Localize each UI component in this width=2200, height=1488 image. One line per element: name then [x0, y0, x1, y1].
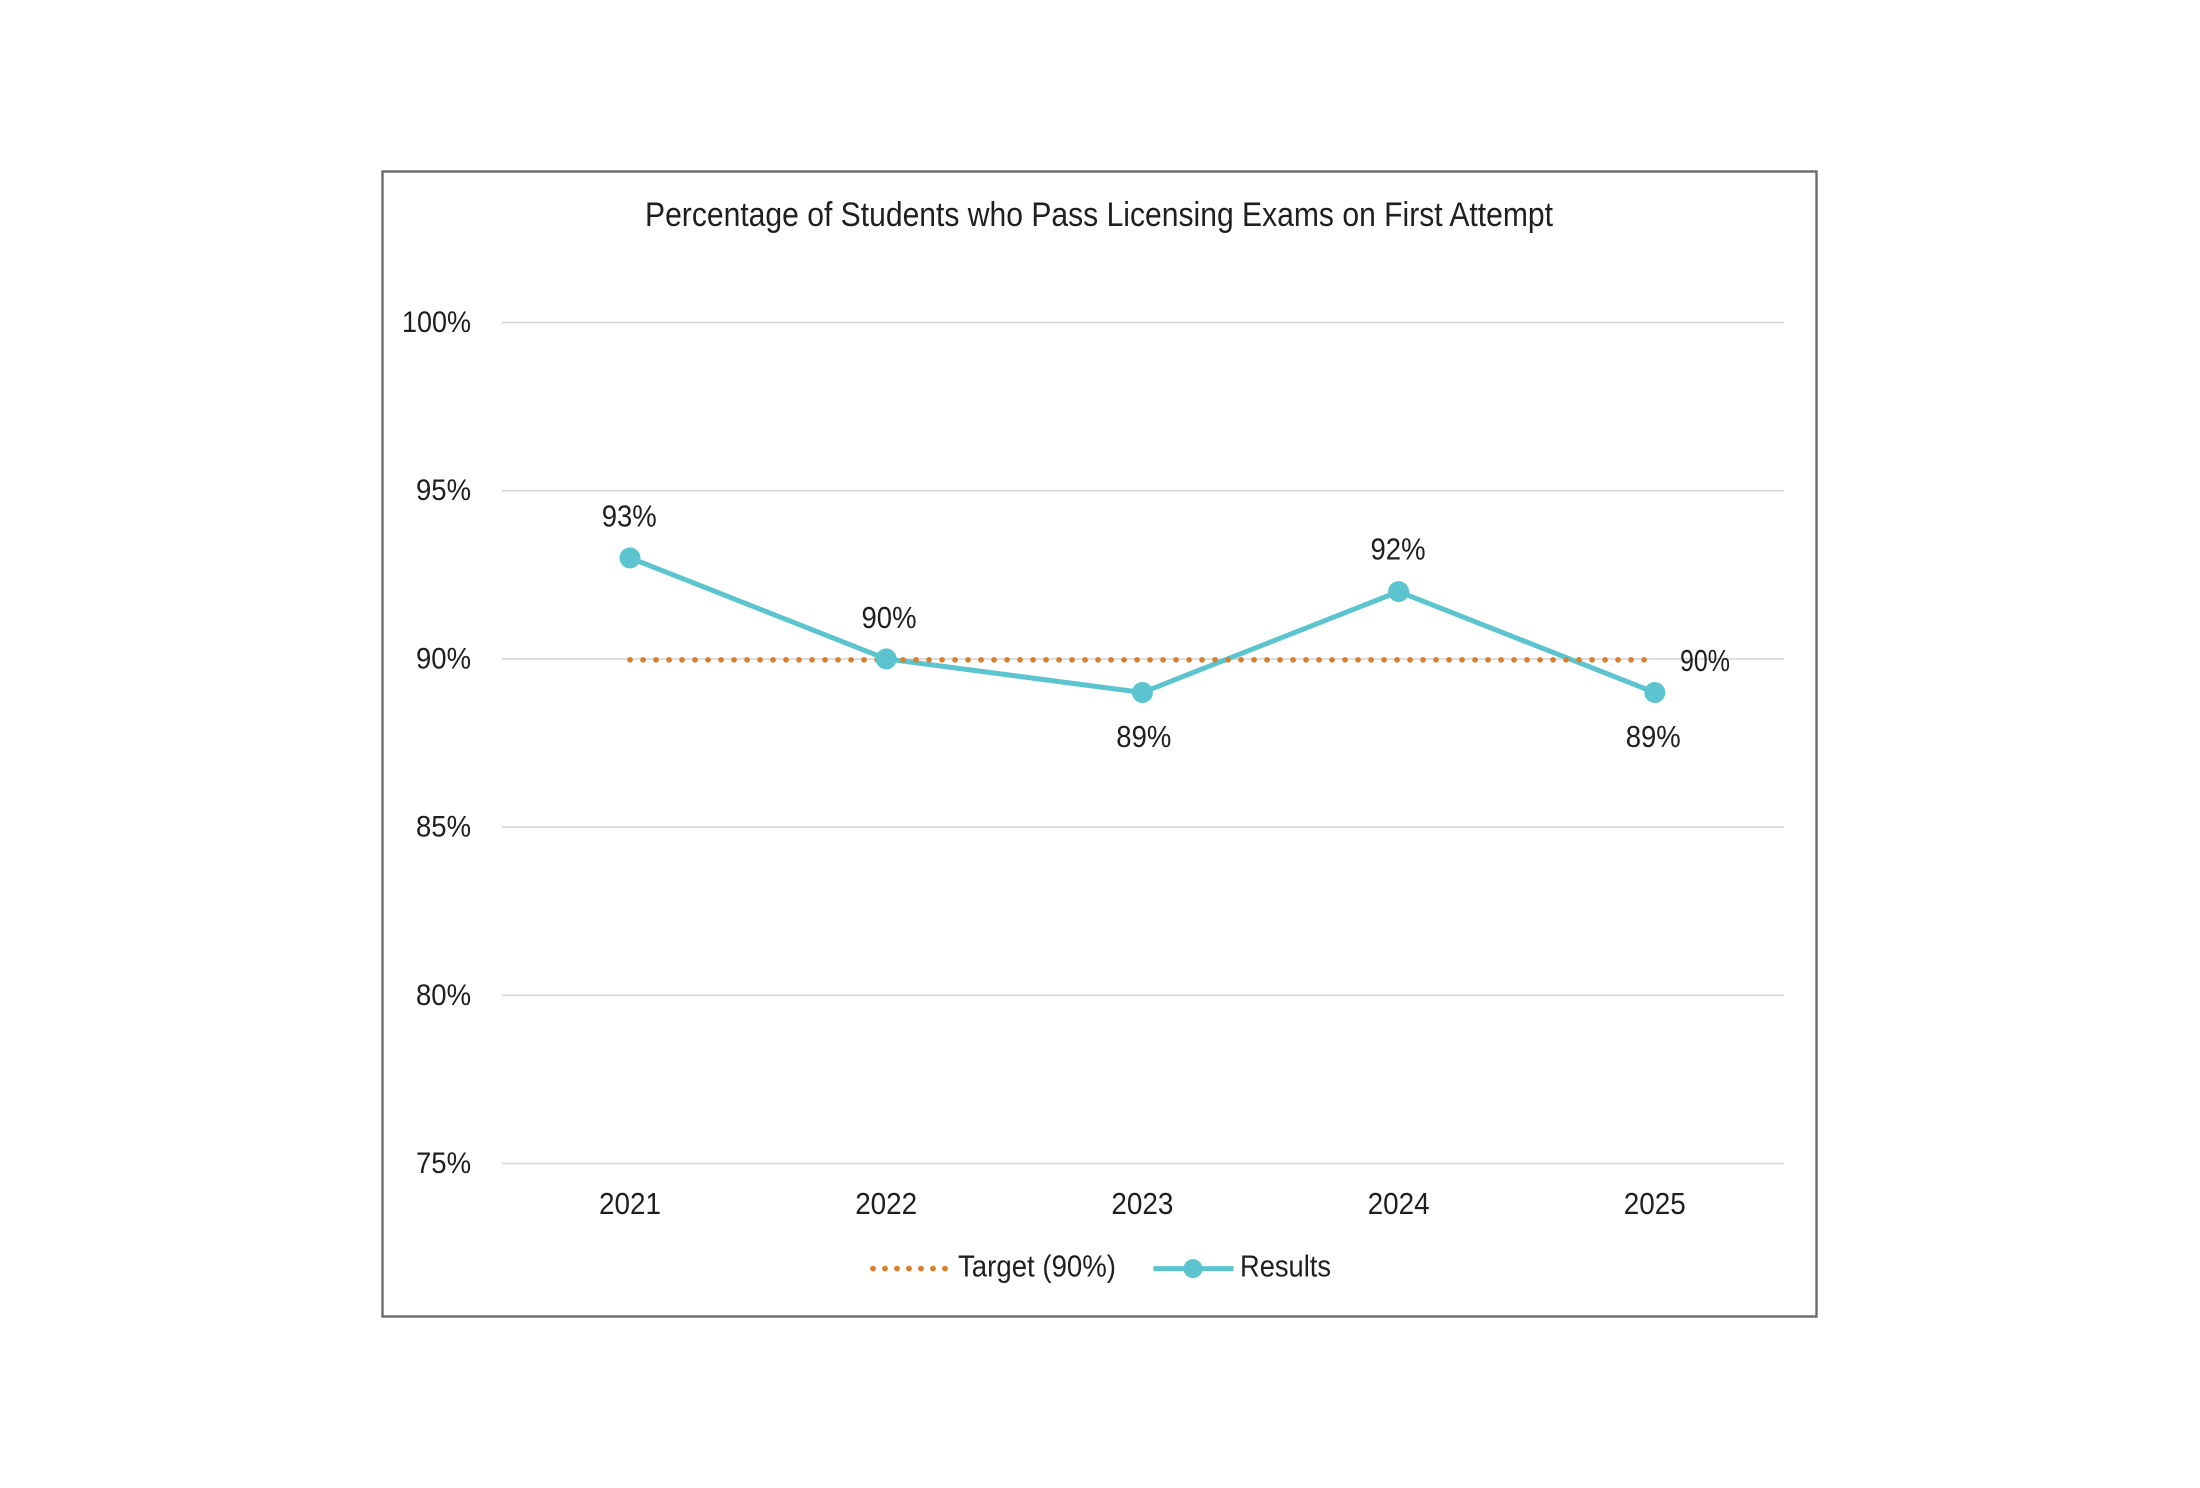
svg-text:90%: 90%: [862, 600, 917, 635]
svg-text:Target (90%): Target (90%): [958, 1249, 1116, 1284]
svg-text:85%: 85%: [416, 811, 471, 844]
svg-text:93%: 93%: [602, 499, 657, 534]
svg-text:2024: 2024: [1368, 1186, 1430, 1221]
svg-text:Percentage of Students who Pas: Percentage of Students who Pass Licensin…: [645, 196, 1553, 234]
svg-text:100%: 100%: [402, 306, 471, 339]
svg-text:89%: 89%: [1626, 719, 1681, 754]
svg-text:Results: Results: [1240, 1249, 1331, 1284]
svg-text:90%: 90%: [1680, 643, 1730, 678]
svg-text:2025: 2025: [1624, 1186, 1686, 1221]
svg-text:89%: 89%: [1116, 719, 1171, 754]
svg-text:2022: 2022: [855, 1186, 917, 1221]
svg-text:80%: 80%: [416, 979, 471, 1012]
svg-text:90%: 90%: [416, 642, 471, 675]
svg-text:2023: 2023: [1111, 1186, 1173, 1221]
svg-text:75%: 75%: [416, 1147, 471, 1180]
svg-text:2021: 2021: [599, 1186, 661, 1221]
svg-text:92%: 92%: [1371, 532, 1426, 567]
svg-text:95%: 95%: [416, 474, 471, 507]
